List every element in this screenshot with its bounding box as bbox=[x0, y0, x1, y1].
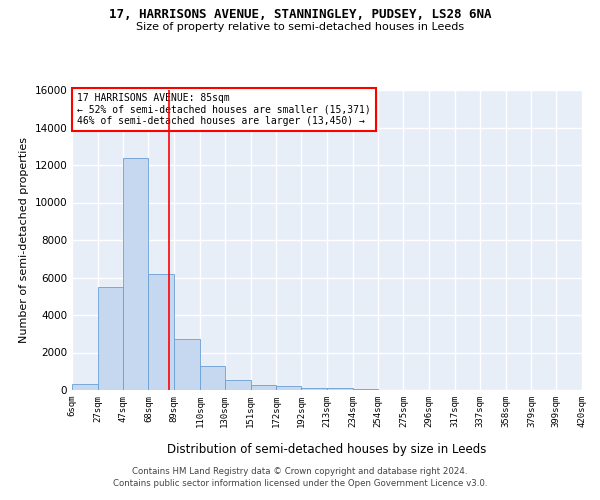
Bar bbox=[327, 388, 353, 390]
Bar bbox=[122, 158, 148, 390]
Bar bbox=[148, 274, 174, 390]
Y-axis label: Number of semi-detached properties: Number of semi-detached properties bbox=[19, 137, 29, 343]
Bar bbox=[72, 384, 98, 390]
Text: 17 HARRISONS AVENUE: 85sqm
← 52% of semi-detached houses are smaller (15,371)
46: 17 HARRISONS AVENUE: 85sqm ← 52% of semi… bbox=[77, 93, 371, 126]
Bar bbox=[251, 385, 277, 390]
Text: Contains HM Land Registry data © Crown copyright and database right 2024.: Contains HM Land Registry data © Crown c… bbox=[132, 468, 468, 476]
Text: 17, HARRISONS AVENUE, STANNINGLEY, PUDSEY, LS28 6NA: 17, HARRISONS AVENUE, STANNINGLEY, PUDSE… bbox=[109, 8, 491, 20]
Bar bbox=[174, 340, 200, 390]
Text: Distribution of semi-detached houses by size in Leeds: Distribution of semi-detached houses by … bbox=[167, 442, 487, 456]
Bar bbox=[277, 386, 301, 390]
Bar bbox=[225, 380, 251, 390]
Text: Contains public sector information licensed under the Open Government Licence v3: Contains public sector information licen… bbox=[113, 479, 487, 488]
Bar bbox=[200, 366, 225, 390]
Bar bbox=[98, 287, 122, 390]
Text: Size of property relative to semi-detached houses in Leeds: Size of property relative to semi-detach… bbox=[136, 22, 464, 32]
Bar bbox=[353, 388, 377, 390]
Bar bbox=[301, 388, 327, 390]
